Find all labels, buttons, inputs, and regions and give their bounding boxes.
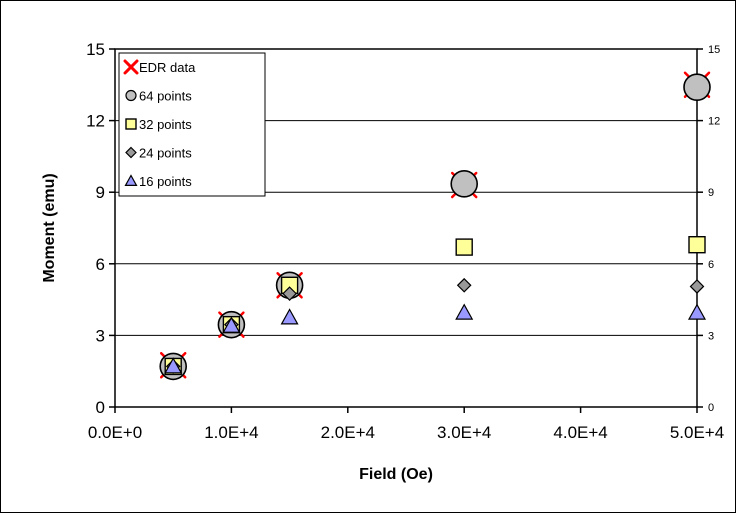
legend-marker-square <box>125 118 137 130</box>
legend-box <box>118 52 266 197</box>
legend-label: 24 points <box>139 146 192 161</box>
y2-tick-label: 3 <box>708 330 714 342</box>
legend-marker-diamond <box>125 146 137 159</box>
x-axis-title: Field (Oe) <box>359 466 433 483</box>
legend-label: 64 points <box>139 89 192 104</box>
data-point-triangle <box>455 303 474 320</box>
y2-tick-label: 15 <box>708 44 720 56</box>
x-tick-label: 1.0E+4 <box>204 423 258 442</box>
data-point-circle <box>683 73 711 101</box>
data-point-triangle <box>222 316 241 333</box>
x-tick-label: 4.0E+4 <box>553 423 607 442</box>
y-tick-label: 0 <box>96 398 105 417</box>
y2-tick-label: 12 <box>708 116 720 128</box>
y-tick-label: 12 <box>86 112 105 131</box>
y2-tick-label: 0 <box>708 402 714 414</box>
data-point-diamond <box>689 279 705 294</box>
x-tick-label: 2.0E+4 <box>321 423 375 442</box>
y-tick-label: 15 <box>86 40 105 59</box>
y-tick-label: 9 <box>96 183 105 202</box>
legend-marker-circle <box>125 89 137 102</box>
legend-marker-triangle <box>124 174 138 186</box>
x-tick-label: 3.0E+4 <box>437 423 491 442</box>
y-tick-label: 6 <box>96 255 105 274</box>
data-point-diamond <box>282 286 297 301</box>
x-tick-label: 5.0E+4 <box>670 423 724 442</box>
data-point-square <box>688 236 706 254</box>
y2-tick-label: 6 <box>708 259 714 271</box>
data-point-diamond <box>456 277 472 293</box>
data-point-triangle <box>280 308 299 325</box>
y-tick-label: 3 <box>96 326 105 345</box>
legend-marker-edr <box>123 59 139 75</box>
data-point-circle <box>450 170 479 198</box>
x-tick-label: 0.0E+0 <box>88 423 142 442</box>
data-point-triangle <box>687 303 707 320</box>
legend-label: 16 points <box>139 174 192 189</box>
y2-tick-label: 9 <box>708 187 714 199</box>
plot-area <box>114 48 698 408</box>
y-axis-title: Moment (emu) <box>41 173 58 282</box>
legend-label: EDR data <box>139 60 196 75</box>
legend-label: 32 points <box>139 117 192 132</box>
data-point-triangle <box>164 357 183 374</box>
data-point-square <box>455 238 473 256</box>
